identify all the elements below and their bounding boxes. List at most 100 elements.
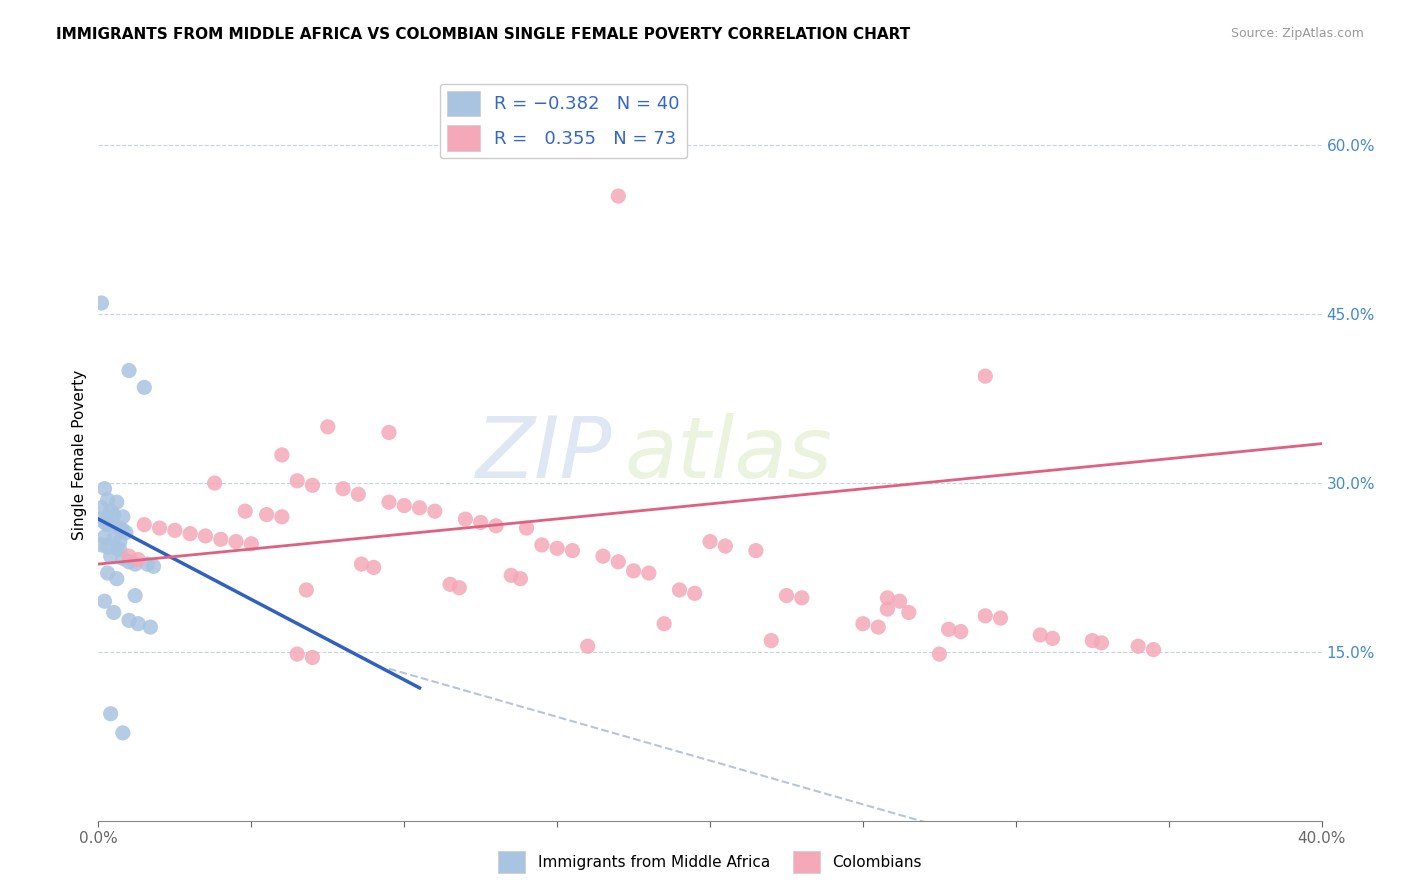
Point bbox=[530, 538, 553, 552]
Point bbox=[97, 540, 120, 554]
Point bbox=[516, 521, 538, 535]
Point bbox=[347, 487, 370, 501]
Point bbox=[1090, 636, 1112, 650]
Point bbox=[285, 647, 308, 661]
Point bbox=[423, 504, 446, 518]
Point bbox=[142, 559, 165, 574]
Point bbox=[1128, 639, 1150, 653]
Point bbox=[1042, 632, 1064, 646]
Point bbox=[149, 521, 172, 535]
Point bbox=[93, 482, 115, 496]
Point bbox=[316, 419, 339, 434]
Point bbox=[93, 594, 115, 608]
Text: IMMIGRANTS FROM MIDDLE AFRICA VS COLOMBIAN SINGLE FEMALE POVERTY CORRELATION CHA: IMMIGRANTS FROM MIDDLE AFRICA VS COLOMBI… bbox=[56, 27, 911, 42]
Point bbox=[509, 572, 531, 586]
Point bbox=[454, 512, 477, 526]
Point bbox=[124, 557, 146, 571]
Point bbox=[118, 555, 141, 569]
Point bbox=[90, 500, 112, 515]
Point bbox=[1081, 633, 1104, 648]
Point bbox=[118, 549, 141, 564]
Point bbox=[775, 589, 797, 603]
Point bbox=[607, 189, 630, 203]
Point bbox=[103, 606, 125, 620]
Point bbox=[546, 541, 568, 556]
Point bbox=[637, 566, 661, 580]
Point bbox=[136, 557, 159, 571]
Point bbox=[97, 492, 120, 507]
Point bbox=[270, 448, 292, 462]
Point bbox=[256, 508, 278, 522]
Point bbox=[439, 577, 461, 591]
Point bbox=[127, 616, 149, 631]
Point bbox=[209, 533, 232, 547]
Point bbox=[485, 518, 508, 533]
Point bbox=[949, 624, 972, 639]
Point bbox=[90, 296, 112, 310]
Point bbox=[103, 508, 125, 522]
Point bbox=[683, 586, 706, 600]
Point bbox=[90, 512, 112, 526]
Point bbox=[714, 539, 737, 553]
Point bbox=[699, 534, 721, 549]
Point bbox=[127, 552, 149, 566]
Point bbox=[852, 616, 875, 631]
Y-axis label: Single Female Poverty: Single Female Poverty bbox=[72, 370, 87, 540]
Point bbox=[652, 616, 675, 631]
Point bbox=[118, 613, 141, 627]
Point bbox=[392, 499, 416, 513]
Point bbox=[103, 518, 125, 533]
Point bbox=[576, 639, 599, 653]
Point bbox=[350, 557, 373, 571]
Point bbox=[93, 516, 115, 530]
Point bbox=[194, 529, 217, 543]
Point bbox=[240, 537, 263, 551]
Point bbox=[139, 620, 162, 634]
Point bbox=[501, 568, 523, 582]
Point bbox=[204, 476, 226, 491]
Point bbox=[1142, 642, 1164, 657]
Point bbox=[332, 482, 354, 496]
Point bbox=[897, 606, 920, 620]
Point bbox=[301, 478, 323, 492]
Point bbox=[105, 572, 128, 586]
Point bbox=[623, 564, 645, 578]
Point bbox=[111, 524, 134, 538]
Point bbox=[270, 509, 292, 524]
Point bbox=[225, 534, 247, 549]
Point bbox=[100, 706, 122, 721]
Point bbox=[118, 363, 141, 377]
Point bbox=[790, 591, 813, 605]
Point bbox=[408, 500, 430, 515]
Text: ZIP: ZIP bbox=[475, 413, 612, 497]
Point bbox=[103, 533, 125, 547]
Point bbox=[111, 726, 134, 740]
Point bbox=[928, 647, 950, 661]
Point bbox=[1029, 628, 1052, 642]
Point bbox=[378, 495, 401, 509]
Point bbox=[876, 591, 898, 605]
Point bbox=[105, 541, 128, 556]
Point bbox=[876, 602, 898, 616]
Point bbox=[449, 581, 471, 595]
Point bbox=[105, 495, 128, 509]
Point bbox=[607, 555, 630, 569]
Point bbox=[301, 650, 323, 665]
Point bbox=[561, 543, 583, 558]
Point bbox=[134, 380, 156, 394]
Point bbox=[100, 549, 122, 564]
Text: atlas: atlas bbox=[624, 413, 832, 497]
Point bbox=[100, 504, 122, 518]
Point bbox=[868, 620, 890, 634]
Point bbox=[90, 538, 112, 552]
Point bbox=[363, 560, 385, 574]
Point bbox=[974, 369, 997, 384]
Text: Source: ZipAtlas.com: Source: ZipAtlas.com bbox=[1230, 27, 1364, 40]
Legend: Immigrants from Middle Africa, Colombians: Immigrants from Middle Africa, Colombian… bbox=[492, 845, 928, 879]
Point bbox=[974, 608, 997, 623]
Point bbox=[115, 525, 138, 540]
Point bbox=[124, 589, 146, 603]
Point bbox=[97, 566, 120, 580]
Point bbox=[108, 534, 131, 549]
Point bbox=[759, 633, 782, 648]
